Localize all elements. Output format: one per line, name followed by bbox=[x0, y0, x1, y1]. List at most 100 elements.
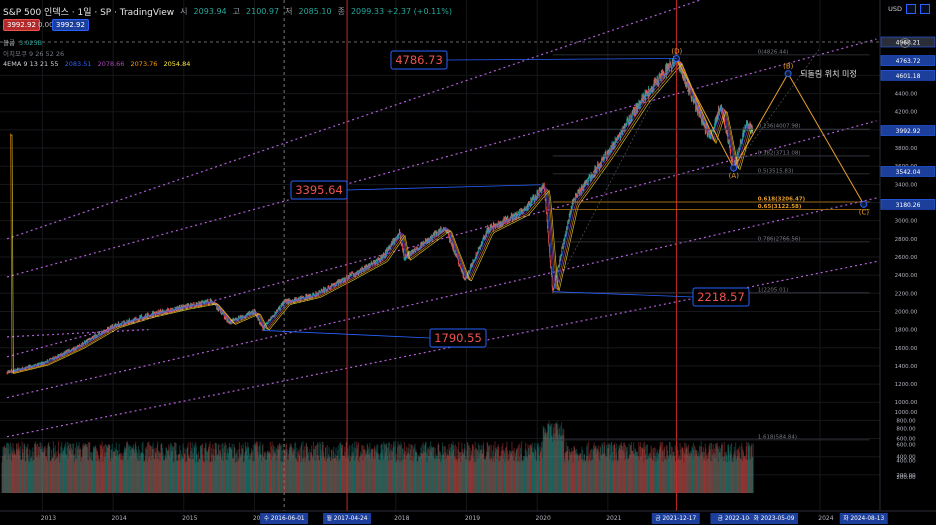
fib-level-label: 0.786(2766.56) bbox=[758, 236, 801, 242]
spread-value: 0.00 bbox=[38, 21, 54, 29]
volume-bar bbox=[252, 444, 254, 493]
volume-bar bbox=[525, 456, 527, 493]
axis-price-tag-text: 4763.72 bbox=[896, 58, 921, 65]
volume-bar bbox=[309, 448, 311, 493]
volume-bar bbox=[380, 443, 383, 493]
volume-bar bbox=[502, 443, 504, 493]
volume-bar bbox=[189, 459, 191, 493]
volume-bar bbox=[276, 455, 278, 493]
settings-toggle-icon[interactable] bbox=[920, 4, 930, 14]
volume-bar bbox=[575, 452, 577, 493]
volume-bar bbox=[561, 441, 563, 493]
volume-bar bbox=[353, 460, 355, 493]
add-alert-icon[interactable]: + bbox=[900, 38, 910, 48]
y-tick-label: 1800.00 bbox=[895, 328, 918, 334]
symbol-title[interactable]: S&P 500 인덱스 · 1일 · SP · TradingView bbox=[3, 8, 175, 18]
volume-bar bbox=[181, 456, 183, 493]
volume-bar bbox=[673, 456, 675, 493]
volume-bar bbox=[202, 460, 204, 493]
volume-bar bbox=[459, 461, 462, 493]
volume-bar bbox=[432, 456, 434, 493]
volume-bar bbox=[287, 460, 289, 493]
volume-bar bbox=[670, 446, 672, 493]
volume-bar bbox=[117, 457, 119, 493]
volume-bar bbox=[750, 445, 752, 493]
date-flag-text: 화 2024-08-13 bbox=[843, 515, 884, 522]
volume-bar bbox=[546, 431, 548, 493]
volume-bar bbox=[340, 444, 342, 493]
volume-bar bbox=[644, 441, 646, 493]
volume-bar bbox=[265, 459, 267, 493]
wave-point bbox=[784, 70, 792, 78]
volume-bar bbox=[719, 448, 722, 493]
volume-bar bbox=[197, 462, 199, 493]
volume-bar bbox=[123, 453, 125, 493]
volume-bar bbox=[421, 453, 423, 493]
volume-bar bbox=[73, 455, 75, 493]
volume-bar bbox=[421, 444, 423, 493]
volume-bar bbox=[440, 462, 442, 493]
volume-bar bbox=[120, 460, 122, 493]
volume-bar bbox=[109, 461, 111, 493]
volume-bar bbox=[230, 448, 232, 493]
volume-bar bbox=[525, 442, 527, 493]
volume-bar bbox=[706, 455, 708, 493]
volume-bar bbox=[310, 452, 312, 493]
volume-bar bbox=[83, 445, 85, 493]
volume-bar bbox=[319, 443, 321, 493]
currency-label[interactable]: USD bbox=[888, 5, 902, 13]
volume-bar bbox=[542, 441, 544, 493]
volume-bar bbox=[226, 459, 228, 493]
volume-bar bbox=[366, 443, 368, 493]
volume-bar bbox=[408, 454, 411, 493]
volume-bar bbox=[651, 460, 654, 493]
sell-price-box[interactable]: 3992.92 bbox=[3, 19, 40, 31]
volume-bar bbox=[519, 443, 521, 493]
volume-bar bbox=[229, 446, 231, 493]
volume-bar bbox=[234, 462, 236, 493]
layout-toggle-icon[interactable] bbox=[906, 4, 916, 14]
volume-bar bbox=[732, 453, 734, 493]
volume-bar bbox=[205, 450, 207, 493]
volume-bar bbox=[497, 449, 499, 493]
volume-bar bbox=[379, 460, 381, 493]
y-tick-label: 2200.00 bbox=[895, 291, 918, 297]
volume-bar bbox=[485, 455, 487, 493]
volume-bar bbox=[165, 447, 167, 493]
volume-bar bbox=[313, 448, 315, 493]
volume-bar bbox=[343, 456, 345, 493]
volume-bar bbox=[207, 451, 209, 493]
volume-bar bbox=[712, 444, 714, 493]
volume-bar bbox=[135, 446, 137, 493]
volume-bar bbox=[511, 441, 513, 493]
volume-bar bbox=[44, 446, 46, 493]
volume-bar bbox=[629, 455, 631, 493]
volume-bar bbox=[208, 444, 210, 493]
volume-bar bbox=[692, 442, 694, 493]
volume-bar bbox=[594, 447, 596, 493]
volume-bar bbox=[748, 446, 750, 493]
volume-bar bbox=[617, 459, 619, 493]
volume-bar bbox=[79, 449, 82, 493]
volume-bar bbox=[136, 458, 138, 493]
buy-price-box[interactable]: 3992.92 bbox=[52, 19, 89, 31]
volume-bar bbox=[330, 449, 332, 493]
volume-bar bbox=[82, 445, 84, 493]
volume-bar bbox=[736, 449, 738, 493]
volume-bar bbox=[129, 445, 131, 493]
volume-bar bbox=[595, 453, 598, 493]
volume-bar bbox=[469, 461, 471, 493]
volume-bar bbox=[471, 444, 473, 493]
price-label-connector bbox=[346, 184, 541, 191]
volume-bar bbox=[36, 443, 38, 493]
volume-bar bbox=[388, 442, 390, 493]
volume-bar bbox=[553, 423, 555, 493]
volume-bar bbox=[671, 458, 673, 493]
volume-bar bbox=[134, 444, 136, 493]
volume-bar bbox=[446, 448, 448, 493]
volume-bar bbox=[560, 435, 562, 493]
volume-bar bbox=[327, 458, 329, 493]
volume-bar bbox=[352, 451, 354, 493]
volume-bar bbox=[325, 461, 327, 493]
